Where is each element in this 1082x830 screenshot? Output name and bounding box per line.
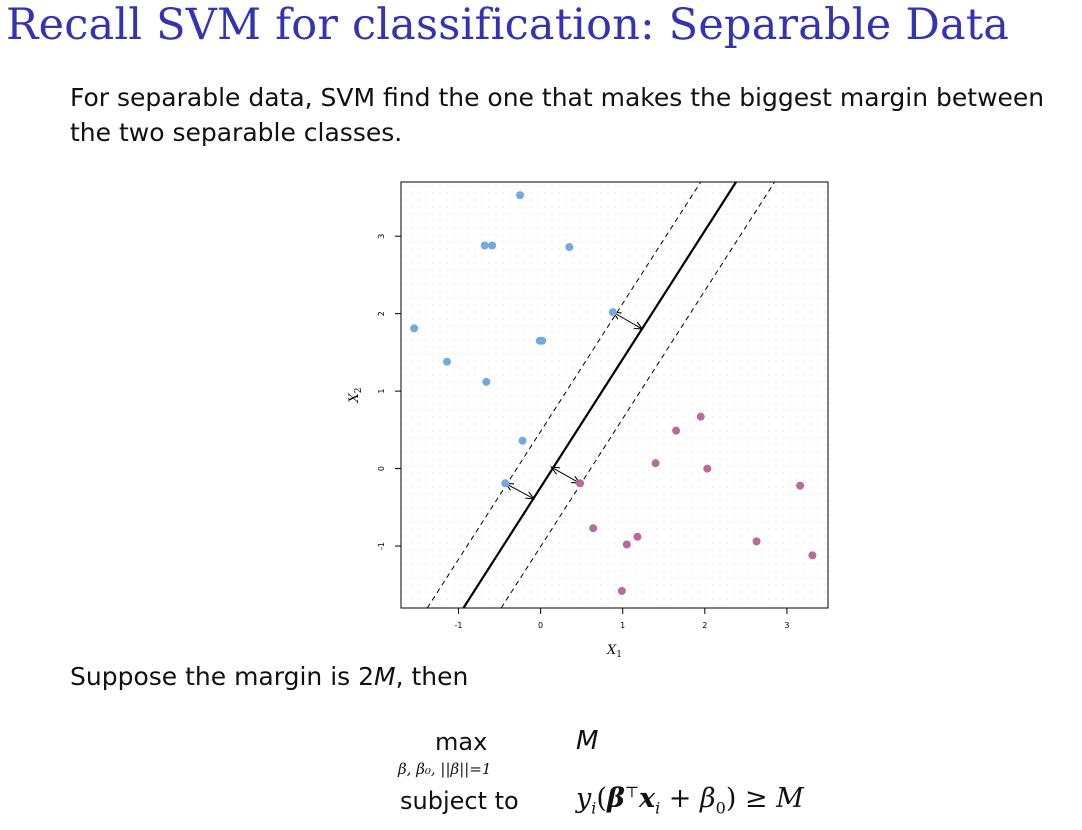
margin-text-suffix: , then (395, 662, 469, 691)
plot-frame (400, 181, 829, 609)
constraint-y: y (576, 783, 592, 814)
constraint-plus: + (660, 783, 701, 814)
margin-symbol: M (374, 662, 396, 691)
class-1-point (410, 324, 419, 333)
class-2-point (589, 524, 598, 533)
objective: M (576, 726, 599, 756)
constraint-M: M (776, 783, 804, 814)
class-2-point (696, 412, 705, 421)
class-1-point (442, 357, 451, 366)
constraint: yi(β⊤xi + β0) ≥ M (576, 783, 804, 817)
x-tick-label: -1 (454, 621, 462, 630)
class-1-point (565, 243, 574, 252)
x-tick-label: 2 (702, 621, 707, 630)
y-tick-label: 0 (377, 466, 386, 471)
constraint-beta0: β (700, 783, 716, 814)
margin-line-1 (426, 181, 702, 609)
class-2-point (651, 459, 660, 468)
intro-paragraph: For separable data, SVM find the one tha… (70, 80, 1082, 150)
constraint-i-1: i (591, 798, 597, 818)
margin-text-prefix: Suppose the margin is 2 (70, 662, 375, 691)
constraint-x: x (638, 783, 656, 814)
class-1-point (482, 377, 491, 386)
constraint-zero: 0 (715, 798, 726, 818)
slide-title: Recall SVM for classification: Separable… (6, 0, 1010, 50)
class-1-point (501, 479, 510, 488)
y-tick-label: 1 (377, 389, 386, 394)
x-tick-label: 3 (784, 621, 789, 630)
class-1-point (608, 308, 617, 317)
class-2-point (703, 464, 712, 473)
x-tick-label: 1 (620, 621, 625, 630)
intro-line-1: For separable data, SVM find the one tha… (70, 83, 1045, 112)
x-tick-label: 0 (538, 621, 543, 630)
class-1-point (538, 336, 547, 345)
intro-line-2: the two separable classes. (70, 118, 403, 147)
class-1-point (488, 241, 497, 250)
chart-svg: -1 0 1 2 3 -1 0 1 2 3 X1 X2 (347, 181, 829, 660)
subject-to-label: subject to (400, 787, 519, 815)
y-axis-label: X2 (347, 388, 364, 404)
margin-arrow-2 (613, 312, 643, 329)
class-1-point (516, 191, 525, 200)
constraint-open-paren: ( (596, 783, 607, 814)
constraint-beta: β (606, 783, 625, 814)
class-2-point (617, 586, 626, 595)
svm-scatter-plot: -1 0 1 2 3 -1 0 1 2 3 X1 X2 (340, 170, 840, 670)
margin-arrow-1 (505, 483, 534, 498)
class-2-point (622, 540, 631, 549)
class-2-point (576, 479, 585, 488)
class-2-point (633, 532, 642, 541)
max-operator: max (435, 728, 488, 756)
y-tick-label: 2 (377, 311, 386, 316)
margin-statement: Suppose the margin is 2M, then (70, 662, 468, 691)
class-2-point (808, 551, 817, 560)
class-1-point (480, 241, 489, 250)
constraint-close-geq: ) ≥ (725, 783, 777, 814)
y-tick-label: -1 (377, 542, 386, 550)
y-tick-label: 3 (377, 234, 386, 239)
constraint-transpose: ⊤ (624, 783, 639, 801)
margin-line-2 (500, 181, 776, 609)
x-axis-label: X1 (606, 643, 622, 660)
max-subscript: β, β₀, ||β||=1 (398, 760, 492, 778)
separating-hyperplane (462, 181, 737, 609)
background-dot-lattice (404, 185, 826, 607)
class-2-point (752, 537, 761, 546)
margin-arrow-3 (551, 467, 580, 483)
class-1-point (518, 436, 527, 445)
class-2-point (796, 481, 805, 490)
constraint-i-2: i (655, 798, 661, 818)
class-2-point (672, 426, 681, 435)
